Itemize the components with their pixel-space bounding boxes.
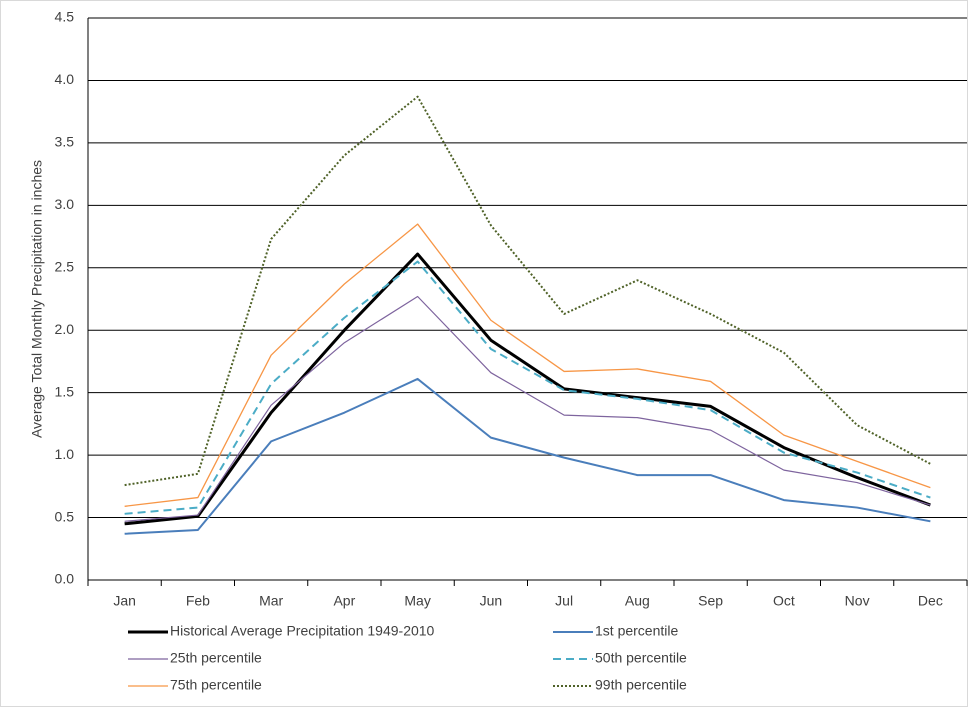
- legend-label: 50th percentile: [595, 650, 687, 666]
- x-tick-label: Jul: [555, 593, 573, 609]
- x-tick-label: Jan: [113, 593, 136, 609]
- series-line: [124, 95, 931, 487]
- y-tick-label: 2.0: [55, 321, 75, 337]
- y-tick-label: 0.5: [55, 508, 75, 524]
- legend-label: 75th percentile: [170, 677, 262, 693]
- x-tick-label: Oct: [773, 593, 795, 609]
- x-tick-label: Dec: [918, 593, 943, 609]
- x-tick-label: Apr: [333, 593, 355, 609]
- y-tick-label: 1.5: [55, 383, 75, 399]
- y-tick-label: 2.5: [55, 258, 75, 274]
- x-tick-label: Feb: [186, 593, 210, 609]
- y-tick-label: 3.0: [55, 196, 75, 212]
- y-tick-label: 1.0: [55, 446, 75, 462]
- y-tick-label: 4.5: [55, 9, 75, 25]
- legend-label: 1st percentile: [595, 623, 678, 639]
- legend-label: 99th percentile: [595, 677, 687, 693]
- y-tick-label: 3.5: [55, 134, 75, 150]
- legend-label: Historical Average Precipitation 1949-20…: [170, 623, 435, 639]
- series-line: [124, 223, 931, 507]
- series-line: [124, 295, 931, 522]
- legend-label: 25th percentile: [170, 650, 262, 666]
- series-line: [124, 260, 931, 515]
- x-tick-label: Mar: [259, 593, 283, 609]
- y-tick-label: 4.0: [55, 71, 75, 87]
- x-tick-label: Jun: [480, 593, 503, 609]
- x-tick-label: Nov: [845, 593, 870, 609]
- x-tick-label: May: [404, 593, 430, 609]
- series-line: [124, 252, 931, 526]
- x-tick-label: Aug: [625, 593, 650, 609]
- x-tick-label: Sep: [698, 593, 723, 609]
- y-axis-label: Average Total Monthly Precipitation in i…: [29, 160, 45, 438]
- y-tick-label: 0.0: [55, 571, 75, 587]
- series-line: [124, 377, 931, 535]
